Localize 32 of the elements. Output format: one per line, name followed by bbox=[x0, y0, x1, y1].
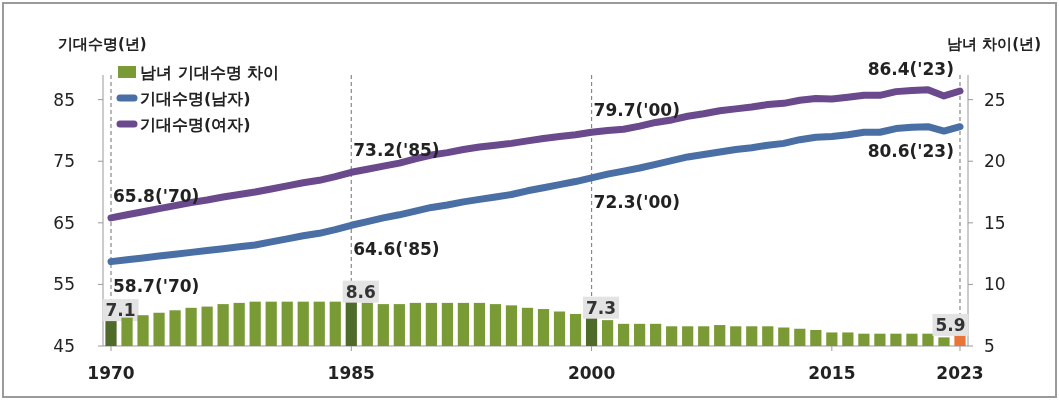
data-label: 8.6 bbox=[345, 281, 376, 302]
y-tick-label: 85 bbox=[53, 89, 75, 110]
y2-axis-title: 남녀 차이(년) bbox=[947, 35, 1041, 53]
y-axis-title: 기대수명(년) bbox=[58, 35, 147, 53]
x-tick-label: 1970 bbox=[87, 363, 135, 383]
data-label: 7.1 bbox=[105, 300, 136, 321]
legend-label: 기대수명(여자) bbox=[140, 115, 251, 134]
data-label: 5.9 bbox=[935, 314, 966, 335]
annotation: 72.3('00) bbox=[593, 191, 680, 212]
y2-tick-label: 5 bbox=[984, 336, 995, 356]
legend-label: 남녀 기대수명 차이 bbox=[140, 63, 280, 82]
y2-tick-label: 20 bbox=[984, 151, 1006, 172]
annotation: 86.4('23) bbox=[867, 59, 954, 80]
annotation: 65.8('70) bbox=[113, 185, 200, 206]
x-tick-label: 2000 bbox=[567, 363, 616, 383]
annotation: 79.7('00) bbox=[593, 100, 680, 121]
y-tick-label: 55 bbox=[53, 274, 75, 295]
annotation: 58.7('70) bbox=[113, 275, 200, 296]
legend-label: 기대수명(남자) bbox=[140, 89, 251, 108]
y-tick-label: 65 bbox=[53, 212, 75, 233]
data-label: 7.3 bbox=[585, 297, 617, 318]
annotation: 64.6('85) bbox=[353, 239, 440, 260]
annotation: 80.6('23) bbox=[867, 140, 954, 161]
y2-tick-label: 25 bbox=[984, 89, 1006, 110]
x-tick-label: 2023 bbox=[936, 363, 984, 383]
y-tick-label: 75 bbox=[53, 151, 75, 172]
y2-tick-label: 10 bbox=[984, 274, 1006, 295]
annotation: 73.2('85) bbox=[353, 140, 440, 161]
x-tick-label: 1985 bbox=[327, 363, 375, 383]
y2-tick-label: 15 bbox=[984, 212, 1006, 233]
x-tick-label: 2015 bbox=[808, 363, 856, 383]
y-tick-label: 45 bbox=[53, 336, 75, 356]
